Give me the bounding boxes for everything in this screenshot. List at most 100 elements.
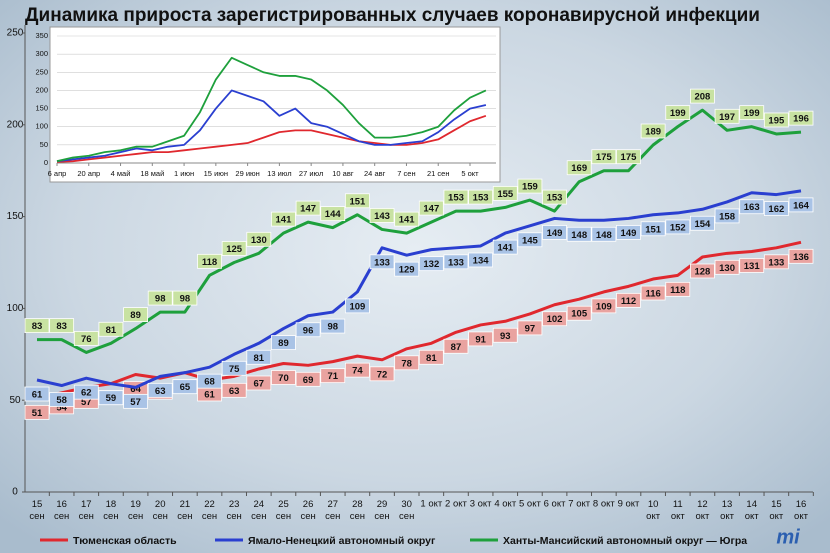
data-label: 97: [525, 323, 536, 334]
data-label-box: [517, 178, 543, 194]
data-label: 57: [81, 397, 92, 408]
data-label-box: [443, 189, 469, 205]
data-label: 72: [377, 369, 388, 380]
data-label: 151: [349, 196, 366, 207]
x-tick-label: 20 апр: [77, 169, 100, 178]
data-label: 78: [401, 358, 412, 369]
data-label: 81: [254, 353, 265, 364]
y-tick-label: 50: [40, 140, 48, 149]
x-tick-label: 15 июн: [204, 169, 228, 178]
data-label: 87: [451, 342, 462, 353]
data-label: 159: [522, 182, 538, 193]
data-label: 148: [571, 230, 587, 241]
data-label-box: [542, 189, 567, 205]
data-label-box: [418, 256, 444, 272]
legend-label: Тюменская область: [73, 535, 177, 547]
data-label-box: [147, 290, 173, 306]
data-label-box: [788, 197, 814, 213]
data-label: 63: [155, 386, 166, 397]
x-tick-label: 1 окт: [420, 499, 442, 510]
data-label-box: [566, 160, 592, 176]
data-label: 76: [81, 334, 92, 345]
data-label: 102: [547, 314, 563, 325]
x-tick-label: 29 июн: [235, 169, 259, 178]
data-label-box: [418, 349, 444, 365]
data-label: 93: [500, 331, 511, 342]
data-label-box: [123, 393, 148, 409]
data-label-box: [690, 88, 715, 104]
data-label: 118: [670, 285, 685, 296]
y-tick-label: 200: [7, 119, 24, 130]
data-label: 57: [130, 397, 141, 408]
data-label-box: [344, 362, 370, 378]
data-label-box: [763, 254, 789, 270]
x-tick-label: 27 июл: [299, 169, 323, 178]
x-tick-label: 9 окт: [618, 499, 640, 510]
data-label-box: [73, 331, 99, 346]
data-label: 58: [56, 395, 67, 406]
data-label-box: [246, 349, 272, 365]
data-label: 129: [399, 265, 415, 276]
logo: mi: [776, 526, 800, 548]
data-label: 61: [32, 390, 43, 401]
x-tick-label: 4 окт: [494, 499, 516, 510]
x-tick-label: 21 сен: [177, 499, 192, 522]
series-line: [56, 89, 487, 163]
data-label: 158: [719, 211, 735, 222]
x-tick-label: 15 сен: [29, 499, 44, 522]
data-label: 147: [423, 204, 439, 215]
data-label-box: [763, 112, 789, 128]
data-label-box: [443, 254, 469, 270]
data-label-box: [492, 186, 518, 201]
series-line: [56, 114, 487, 163]
data-label-box: [197, 253, 222, 269]
data-label: 98: [155, 294, 166, 305]
y-tick-label: 250: [7, 28, 24, 39]
data-label: 125: [226, 244, 243, 255]
data-label: 89: [130, 310, 141, 321]
data-label: 112: [621, 296, 636, 307]
series-line: [36, 189, 802, 389]
data-label: 91: [475, 334, 486, 345]
x-tick-label: 10 авг: [332, 169, 354, 178]
x-tick-label: 5 окт: [519, 499, 541, 510]
data-label: 81: [106, 325, 117, 336]
data-label: 196: [793, 114, 809, 125]
data-label: 134: [473, 255, 490, 266]
data-label-box: [566, 305, 592, 321]
data-label-box: [24, 404, 50, 420]
x-tick-label: 6 апр: [48, 169, 67, 178]
data-label: 130: [719, 263, 735, 274]
data-label-box: [788, 248, 814, 264]
data-label: 136: [793, 252, 809, 263]
data-label-box: [739, 199, 765, 215]
x-tick-label: 26 сен: [300, 499, 315, 522]
data-label-box: [295, 200, 321, 216]
x-tick-label: 30 сен: [399, 499, 414, 522]
x-tick-label: 29 сен: [374, 499, 389, 522]
data-label-box: [369, 254, 395, 270]
y-tick-label: 250: [35, 67, 48, 76]
data-label: 208: [694, 92, 710, 103]
data-label: 69: [303, 375, 314, 386]
data-label-box: [739, 105, 765, 121]
legend-label: Ханты-Мансийский автономный округ — Югра: [503, 535, 747, 547]
data-label-box: [394, 261, 420, 277]
x-tick-label: 13 окт: [720, 499, 735, 522]
series-line: [56, 56, 487, 163]
data-label-box: [591, 298, 617, 314]
data-label: 155: [497, 189, 514, 200]
data-label-box: [271, 370, 296, 385]
data-label: 71: [327, 371, 338, 382]
data-label-box: [320, 368, 346, 384]
x-tick-label: 2 окт: [445, 499, 467, 510]
data-label-box: [295, 371, 321, 387]
data-label-box: [172, 290, 198, 306]
data-label-box: [517, 232, 543, 248]
x-tick-label: 15 окт: [769, 499, 784, 522]
y-tick-label: 0: [12, 487, 18, 498]
x-tick-label: 13 июл: [267, 169, 291, 178]
data-label-box: [320, 318, 346, 334]
x-tick-label: 16 сен: [54, 499, 69, 522]
data-label-box: [616, 149, 641, 165]
